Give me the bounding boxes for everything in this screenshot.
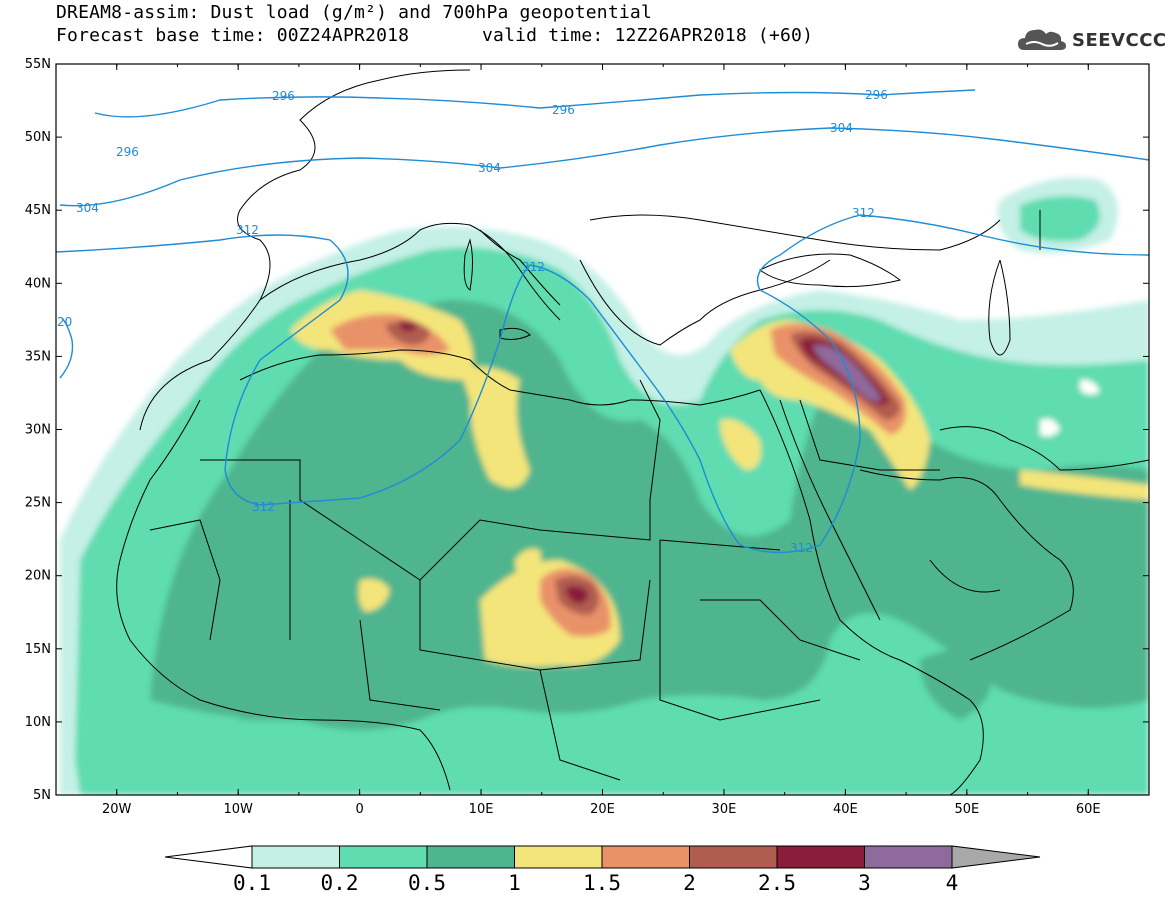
lat-label: 25N — [25, 496, 51, 511]
contour-label: 312 — [852, 206, 875, 220]
contour-labels: 296 296 296 296 304 304 304 312 312 312 … — [57, 88, 888, 555]
lon-label: 10W — [223, 802, 253, 817]
colorbar-swatch — [339, 845, 428, 869]
coastlines — [116, 69, 1149, 795]
contour-label: 304 — [76, 201, 99, 215]
contour-label: 312 — [790, 541, 813, 555]
lon-label: 20E — [590, 802, 615, 817]
colorbar-label: 0.5 — [408, 871, 446, 895]
latitude-axis: 55N 50N 45N 40N 35N 30N 25N 20N 15N 10N 5N — [25, 57, 1149, 803]
seevccc-logo: SEEVCCC — [1016, 22, 1165, 58]
lon-label: 30E — [712, 802, 737, 817]
contour-label: 312 — [236, 223, 259, 237]
colorbar-label: 1 — [508, 871, 521, 895]
colorbar-label: 2.5 — [758, 871, 796, 895]
lon-label: 10E — [469, 802, 494, 817]
lon-label: 20W — [102, 802, 132, 817]
map-title: DREAM8-assim: Dust load (g/m²) and 700hP… — [56, 2, 652, 23]
colorbar-swatch — [776, 845, 865, 869]
colorbar-swatch — [514, 845, 603, 869]
lat-label: 20N — [25, 569, 51, 584]
lat-label: 30N — [25, 423, 51, 438]
colorbar-label: 0.2 — [321, 871, 359, 895]
colorbar-label: 0.1 — [233, 871, 271, 895]
lat-label: 10N — [25, 715, 51, 730]
colorbar-label: 4 — [946, 871, 959, 895]
colorbar-swatch — [689, 845, 778, 869]
colorbar-swatch — [426, 845, 515, 869]
contour-label: 304 — [478, 161, 501, 175]
colorbar-swatch — [251, 845, 340, 869]
contour-label: 296 — [865, 88, 888, 102]
logo-text: SEEVCCC — [1072, 29, 1165, 51]
lon-label: 40E — [833, 802, 858, 817]
colorbar-swatch — [864, 845, 953, 869]
colorbar-low-arrow — [164, 845, 253, 869]
contour-label: 304 — [830, 121, 853, 135]
contour-label: 312 — [252, 500, 275, 514]
colorbar-high-arrow — [951, 845, 1041, 869]
valid-time: valid time: 12Z26APR2018 (+60) — [482, 25, 814, 46]
lat-label: 55N — [25, 57, 51, 72]
colorbar-label: 2 — [683, 871, 696, 895]
lat-label: 15N — [25, 642, 51, 657]
colorbar-label: 3 — [858, 871, 871, 895]
contour-label: 296 — [552, 103, 575, 117]
longitude-axis: 20W 10W 0 10E 20E 30E 40E 50E 60E — [55, 64, 1150, 817]
map-area: 296 296 296 296 304 304 304 312 312 312 … — [56, 64, 1149, 795]
lat-label: 45N — [25, 203, 51, 218]
contour-label: 296 — [272, 89, 295, 103]
colorbar: 0.1 0.2 0.5 1 1.5 2 2.5 3 4 — [164, 845, 1041, 895]
lon-label: 60E — [1076, 802, 1101, 817]
colorbar-label: 1.5 — [583, 871, 621, 895]
cloud-icon — [1018, 29, 1066, 50]
contour-label: 312 — [522, 260, 545, 274]
lat-label: 50N — [25, 130, 51, 145]
lon-label: 50E — [954, 802, 979, 817]
lat-label: 40N — [25, 276, 51, 291]
contour-label: 20 — [57, 315, 72, 329]
lon-label: 0 — [355, 802, 363, 817]
colorbar-swatch — [601, 845, 690, 869]
geopotential-contours — [56, 89, 1149, 554]
forecast-base-time: Forecast base time: 00Z24APR2018 — [56, 25, 410, 46]
lat-label: 5N — [33, 788, 51, 803]
contour-label: 296 — [116, 145, 139, 159]
lat-label: 35N — [25, 349, 51, 364]
